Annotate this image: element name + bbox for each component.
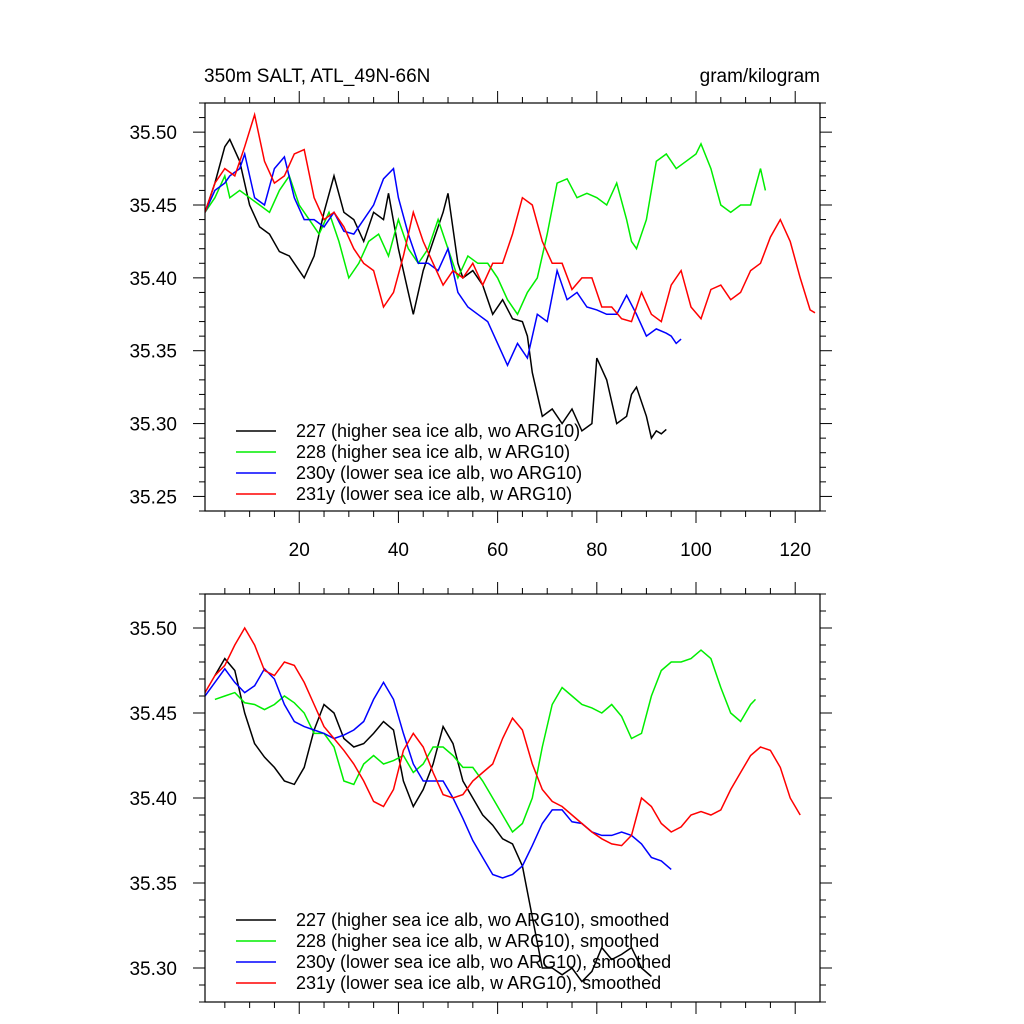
series-line-0 bbox=[214, 657, 652, 983]
bottom-panel: 35.30 35.35 35.40 35.45 35.50 227 (higher se… bbox=[129, 582, 832, 1014]
legend-label-1: 228 (higher sea ice alb, w ARG10) bbox=[296, 442, 570, 462]
bottom-plot-frame bbox=[204, 593, 821, 1003]
top-panel-title: 350m SALT, ATL_49N-66N bbox=[204, 66, 430, 87]
y-tick-label: 35.30 bbox=[129, 415, 177, 436]
legend-label-0: 227 (higher sea ice alb, wo ARG10), smoo… bbox=[296, 910, 669, 930]
y-tick-label: 35.45 bbox=[129, 704, 177, 725]
legend-label-2: 230y (lower sea ice alb, wo ARG10) bbox=[296, 463, 582, 483]
bottom-legend: 227 (higher sea ice alb, wo ARG10), smoo… bbox=[236, 910, 671, 993]
top-plot-frame bbox=[204, 102, 821, 512]
y-tick-label: 35.40 bbox=[129, 269, 177, 290]
series-line-2 bbox=[205, 151, 682, 368]
x-tick-label: 80 bbox=[586, 540, 607, 561]
legend-label-3: 231y (lower sea ice alb, w ARG10), smoot… bbox=[296, 973, 661, 993]
x-tick-label: 40 bbox=[388, 540, 409, 561]
y-tick-label: 35.40 bbox=[129, 789, 177, 810]
legend-label-2: 230y (lower sea ice alb, wo ARG10), smoo… bbox=[296, 952, 671, 972]
series-line-0 bbox=[205, 137, 667, 440]
top-panel-units: gram/kilogram bbox=[700, 66, 820, 87]
y-tick-label: 35.35 bbox=[129, 874, 177, 895]
x-tick-label: 20 bbox=[289, 540, 310, 561]
x-tick-label: 120 bbox=[779, 540, 811, 561]
legend-label-0: 227 (higher sea ice alb, wo ARG10) bbox=[296, 421, 580, 441]
top-panel: 350m SALT, ATL_49N-66N gram/kilogram 20 4… bbox=[129, 66, 832, 561]
y-tick-label: 35.50 bbox=[129, 619, 177, 640]
legend-label-3: 231y (lower sea ice alb, w ARG10) bbox=[296, 484, 572, 504]
y-tick-label: 35.35 bbox=[129, 342, 177, 363]
series-line-3 bbox=[205, 111, 816, 323]
x-tick-label: 60 bbox=[487, 540, 508, 561]
series-line-1 bbox=[214, 649, 757, 834]
x-tick-label: 100 bbox=[680, 540, 712, 561]
y-tick-label: 35.45 bbox=[129, 196, 177, 217]
series-line-3 bbox=[205, 626, 801, 847]
y-tick-label: 35.50 bbox=[129, 123, 177, 144]
legend-label-1: 228 (higher sea ice alb, w ARG10), smoot… bbox=[296, 931, 659, 951]
y-tick-label: 35.30 bbox=[129, 959, 177, 980]
top-legend: 227 (higher sea ice alb, wo ARG10)228 (h… bbox=[236, 421, 582, 504]
series-line-1 bbox=[205, 141, 767, 316]
series-line-2 bbox=[205, 667, 672, 879]
y-tick-label: 35.25 bbox=[129, 487, 177, 508]
